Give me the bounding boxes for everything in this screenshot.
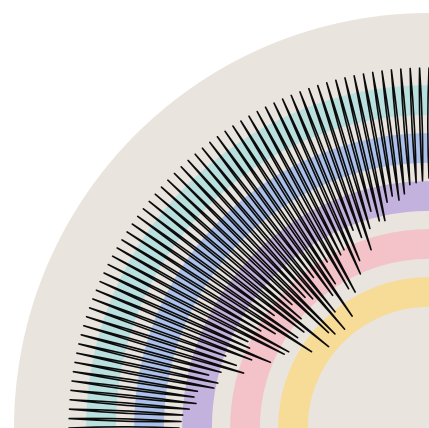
- needle-mark: [353, 75, 386, 222]
- needle-mark: [256, 110, 356, 293]
- color-band-pink: [230, 229, 429, 428]
- needle-mark: [85, 315, 238, 367]
- needle-mark: [399, 68, 411, 186]
- needle-mark: [78, 343, 210, 376]
- needle-mark: [111, 255, 290, 353]
- needle-mark: [68, 417, 182, 423]
- needle-mark: [194, 153, 346, 330]
- needle-mark: [107, 263, 285, 355]
- needle-mark: [121, 239, 276, 335]
- needle-mark: [131, 223, 299, 339]
- needle-mark: [103, 272, 249, 343]
- needle-mark: [88, 307, 227, 357]
- needle-mark: [216, 135, 334, 297]
- needle-mark: [126, 231, 313, 353]
- needle-mark: [167, 179, 330, 334]
- needle-mark: [381, 70, 400, 201]
- needle-mark: [209, 141, 315, 279]
- needle-mark: [308, 87, 363, 239]
- needle-mark: [154, 193, 302, 320]
- needle-mark: [74, 361, 215, 389]
- needle-mark: [187, 159, 314, 300]
- needle-mark: [409, 67, 417, 184]
- needle-mark: [240, 120, 329, 263]
- needle-mark: [148, 200, 330, 348]
- needle-mark: [325, 82, 371, 230]
- color-band-purple: [182, 181, 429, 428]
- needle-mark: [70, 389, 197, 405]
- needle-mark: [224, 130, 353, 317]
- needle-mark: [344, 77, 381, 222]
- needle-mark: [264, 106, 342, 256]
- needle-mark: [116, 247, 262, 332]
- needle-mark: [418, 67, 424, 182]
- needle-mark: [99, 280, 251, 349]
- needle-mark: [371, 71, 394, 197]
- needle-mark: [69, 398, 191, 410]
- needle-mark: [160, 186, 293, 306]
- needle-mark: [142, 208, 305, 333]
- needle-mark: [248, 115, 350, 290]
- needle-mark: [83, 324, 245, 374]
- needle-mark: [136, 215, 275, 317]
- needle-mark: [68, 408, 184, 416]
- needle-group: [68, 67, 429, 428]
- needle-mark: [290, 94, 361, 262]
- needle-mark: [80, 334, 222, 374]
- needle-mark: [92, 298, 253, 361]
- needle-mark: [335, 79, 372, 213]
- needle-mark: [95, 289, 272, 364]
- needle-mark: [281, 98, 362, 275]
- needle-mark: [316, 84, 372, 251]
- needle-mark: [232, 125, 337, 285]
- needle-mark: [427, 67, 429, 179]
- needle-mark: [71, 380, 195, 398]
- needle-mark: [390, 69, 406, 195]
- needle-mark: [180, 166, 306, 299]
- needle-mark: [173, 172, 336, 335]
- needle-mark: [72, 370, 199, 393]
- needle-mark: [273, 102, 345, 251]
- needle-mark: [362, 73, 388, 203]
- needle-mark: [68, 426, 180, 428]
- needle-mark: [299, 91, 354, 231]
- needle-mark: [201, 147, 336, 313]
- needle-mark: [76, 352, 219, 384]
